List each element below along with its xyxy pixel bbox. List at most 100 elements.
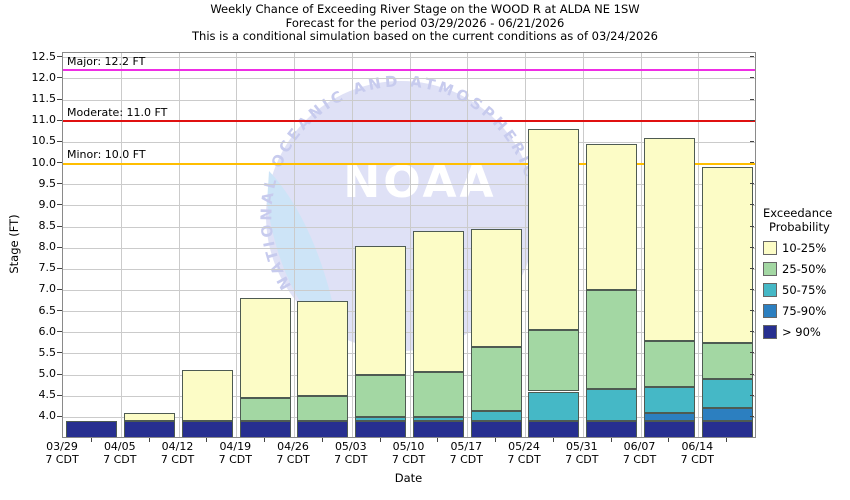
legend-swatch-icon [763, 241, 777, 255]
gridline-h [63, 268, 755, 270]
y-tick-mark-right [750, 225, 754, 227]
x-tick-time: 7 CDT [103, 452, 137, 466]
y-tick-mark-right [750, 267, 754, 269]
bar-segment [124, 412, 176, 422]
legend-item-1025: 10-25% [763, 241, 832, 255]
legend-title-line1: Exceedance [763, 206, 833, 220]
y-tick-label: 10.0 [31, 155, 57, 169]
chart-title-line3: This is a conditional simulation based o… [192, 29, 658, 43]
x-tick-mark [206, 438, 208, 442]
threshold-label-moderate: Moderate: 11.0 FT [67, 105, 168, 119]
y-tick-mark [57, 267, 62, 269]
legend-item-label: > 90% [782, 325, 821, 339]
x-tick-date: 06/14 [681, 440, 714, 453]
gridline-h [63, 395, 755, 397]
x-tick-date: 04/26 [277, 440, 309, 453]
noaa-watermark-text: NOAA [343, 157, 496, 208]
x-tick-time: 7 CDT [334, 452, 368, 466]
legend-swatch-icon [763, 262, 777, 276]
y-tick-mark-right [750, 352, 754, 354]
bar-segment [297, 395, 349, 422]
gridline-h [63, 184, 755, 186]
legend-swatch-icon [763, 304, 777, 318]
y-tick-label: 10.5 [31, 134, 57, 148]
legend-item-label: 50-75% [782, 283, 827, 297]
legend-title-line2: Probability [769, 220, 830, 234]
bar-segment [586, 389, 638, 421]
bar-segment [586, 144, 638, 290]
y-tick-mark-right [750, 98, 754, 100]
x-tick-label-05-24: 05/24 7 CDT [494, 440, 554, 466]
gridline-h [63, 332, 755, 334]
bar-segment [355, 245, 407, 375]
x-tick-date: 04/19 [219, 440, 252, 453]
gridline-h [63, 57, 755, 59]
x-tick-time: 7 CDT [218, 452, 252, 466]
x-tick-label-05-03: 05/03 7 CDT [321, 440, 381, 466]
bar-segment [297, 421, 349, 437]
bar-05-31 [63, 53, 755, 437]
legend-item-label: 75-90% [782, 304, 827, 318]
bar-03-29 [63, 53, 755, 437]
x-tick-date: 05/24 [508, 440, 540, 453]
y-tick-mark [57, 225, 62, 227]
y-tick-mark [57, 310, 62, 312]
y-axis-title: Stage (FT) [7, 214, 21, 274]
gridline-v [120, 53, 122, 437]
x-tick-time: 7 CDT [507, 452, 541, 466]
x-tick-time: 7 CDT [160, 452, 195, 466]
chart-title-line2: Forecast for the period 03/29/2026 - 06/… [285, 15, 565, 30]
bar-05-24 [63, 53, 755, 437]
bar-05-17 [63, 53, 755, 437]
x-tick-label-05-31: 05/31 7 CDT [552, 440, 612, 466]
x-tick-time: 7 CDT [276, 452, 310, 466]
gridline-h [63, 353, 755, 355]
y-tick-mark [57, 373, 62, 375]
x-tick-time: 7 CDT [680, 452, 714, 466]
x-tick-label-04-05: 04/05 7 CDT [90, 440, 150, 466]
gridline-v [294, 53, 295, 437]
y-tick-mark-right [750, 373, 754, 375]
gridline-h [63, 289, 755, 291]
bar-segment [701, 421, 753, 437]
bar-06-14 [63, 53, 755, 437]
y-tick-mark-right [750, 183, 754, 185]
gridline-h [63, 141, 755, 143]
bar-04-19 [63, 53, 755, 437]
gridline-h [63, 226, 755, 228]
x-tick-label-04-19: 04/19 7 CDT [205, 440, 265, 466]
x-tick-mark [610, 438, 612, 442]
y-tick-mark-right [750, 394, 754, 396]
bar-segment [297, 300, 349, 396]
x-tick-mark [321, 438, 323, 442]
y-tick-mark-right [750, 162, 754, 163]
bar-segment [355, 421, 407, 437]
bar-segment [239, 421, 291, 437]
bar-segment [643, 412, 695, 422]
y-tick-mark [57, 415, 62, 417]
x-tick-mark [148, 438, 150, 442]
threshold-line-minor [63, 162, 755, 165]
legend-swatch-icon [763, 325, 777, 339]
threshold-label-minor: Minor: 10.0 FT [67, 148, 146, 161]
chart-title-line1: Weekly Chance of Exceeding River Stage o… [210, 2, 640, 16]
legend-item-90: > 90% [763, 325, 832, 339]
legend-item-5075: 50-75% [763, 283, 832, 297]
x-tick-time: 7 CDT [622, 452, 657, 466]
bar-segment [643, 340, 695, 388]
gridline-h [63, 247, 755, 249]
bar-segment [643, 387, 695, 413]
gridline-h [63, 416, 755, 418]
y-tick-label: 9.5 [38, 176, 57, 190]
x-tick-date: 04/05 [103, 440, 136, 453]
y-tick-mark-right [750, 415, 754, 417]
y-tick-label: 7.0 [38, 282, 57, 296]
y-tick-mark [57, 183, 62, 185]
x-tick-time: 7 CDT [565, 452, 599, 466]
gridline-v [582, 53, 584, 437]
bar-segment [181, 421, 233, 437]
y-tick-mark-right [750, 288, 754, 290]
bar-segment [66, 421, 118, 437]
y-tick-mark-right [750, 119, 754, 121]
